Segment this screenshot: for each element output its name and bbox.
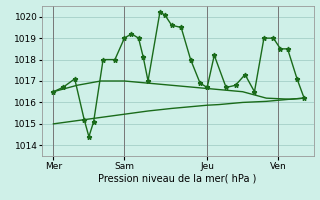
X-axis label: Pression niveau de la mer( hPa ): Pression niveau de la mer( hPa )	[99, 173, 257, 183]
